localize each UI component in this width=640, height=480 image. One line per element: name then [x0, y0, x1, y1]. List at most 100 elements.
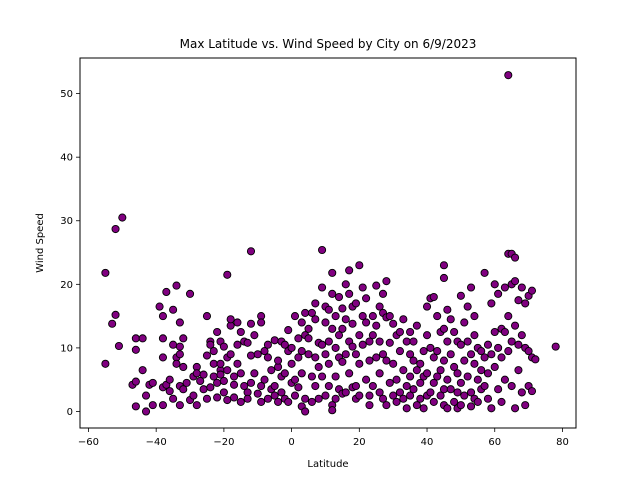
- data-point: [318, 245, 327, 255]
- data-point: [169, 305, 178, 314]
- data-point: [341, 350, 350, 359]
- data-point: [131, 334, 140, 343]
- data-point: [466, 283, 476, 292]
- x-tick-label: 60: [488, 437, 501, 448]
- data-point: [372, 281, 381, 290]
- data-point: [412, 321, 421, 330]
- data-point: [389, 391, 398, 400]
- data-point: [236, 369, 245, 378]
- data-point: [412, 366, 421, 375]
- data-point: [375, 369, 384, 378]
- data-point: [470, 359, 479, 368]
- data-point: [355, 331, 364, 340]
- data-point: [466, 350, 476, 359]
- data-point: [497, 353, 506, 362]
- data-point: [450, 397, 459, 406]
- data-point: [301, 407, 310, 416]
- data-point: [250, 369, 259, 378]
- x-tick-label: −60: [78, 437, 99, 448]
- data-point: [480, 353, 489, 362]
- data-point: [311, 381, 320, 391]
- data-point: [433, 372, 442, 381]
- data-point: [294, 334, 303, 343]
- data-point: [219, 342, 228, 351]
- data-point: [233, 318, 242, 327]
- data-point: [338, 304, 347, 313]
- data-point: [345, 289, 354, 298]
- data-point: [527, 286, 537, 295]
- data-point: [111, 310, 120, 319]
- data-point: [307, 308, 316, 317]
- data-point: [311, 353, 320, 362]
- data-point: [483, 394, 493, 403]
- data-point: [419, 404, 428, 413]
- data-point: [460, 318, 469, 327]
- y-tick-label: 30: [60, 216, 73, 227]
- data-point: [511, 321, 520, 330]
- data-point: [507, 337, 516, 346]
- data-point: [365, 337, 374, 346]
- data-point: [456, 401, 465, 410]
- data-point: [504, 312, 513, 321]
- data-point: [517, 331, 526, 340]
- data-point: [406, 350, 415, 359]
- data-point: [450, 327, 459, 337]
- data-point: [511, 277, 520, 286]
- data-point: [378, 289, 388, 298]
- data-point: [419, 347, 428, 356]
- data-point: [223, 366, 232, 375]
- data-point: [355, 261, 364, 270]
- data-point: [497, 397, 506, 406]
- data-point: [328, 268, 337, 277]
- data-point: [277, 388, 286, 397]
- data-point: [226, 315, 235, 324]
- data-point: [216, 370, 225, 379]
- data-point: [229, 393, 239, 402]
- data-point: [507, 381, 516, 391]
- data-point: [297, 318, 306, 327]
- data-point: [426, 388, 435, 397]
- data-point: [158, 312, 167, 321]
- data-point: [362, 318, 371, 327]
- y-tick-label: 50: [60, 89, 73, 100]
- data-point: [345, 266, 354, 275]
- data-point: [375, 337, 384, 346]
- data-point: [385, 378, 394, 387]
- data-point: [219, 376, 228, 386]
- data-point: [270, 381, 279, 391]
- data-point: [318, 340, 327, 349]
- data-point: [490, 280, 499, 289]
- data-point: [219, 388, 228, 397]
- data-point: [290, 375, 300, 384]
- data-point: [348, 342, 357, 351]
- data-point: [158, 401, 167, 410]
- data-point: [307, 397, 316, 406]
- data-point: [406, 327, 415, 337]
- data-point: [257, 318, 266, 327]
- data-point: [246, 319, 256, 328]
- data-point: [439, 385, 449, 394]
- data-point: [179, 334, 188, 343]
- data-point: [331, 312, 340, 321]
- data-point: [504, 71, 513, 80]
- data-point: [382, 401, 391, 410]
- data-point: [206, 383, 215, 392]
- data-point: [433, 312, 442, 321]
- data-point: [494, 289, 503, 298]
- data-point: [399, 315, 408, 324]
- data-point: [477, 366, 486, 375]
- data-point: [341, 388, 350, 397]
- data-point: [365, 356, 374, 365]
- data-point: [229, 372, 239, 381]
- data-point: [321, 318, 330, 327]
- data-point: [263, 394, 272, 403]
- data-point: [213, 393, 222, 402]
- data-point: [158, 353, 167, 362]
- data-point: [246, 247, 256, 256]
- data-point: [375, 302, 384, 311]
- data-point: [378, 394, 388, 403]
- data-point: [365, 391, 374, 400]
- data-point: [483, 340, 493, 349]
- data-point: [229, 380, 239, 389]
- data-point: [243, 394, 252, 403]
